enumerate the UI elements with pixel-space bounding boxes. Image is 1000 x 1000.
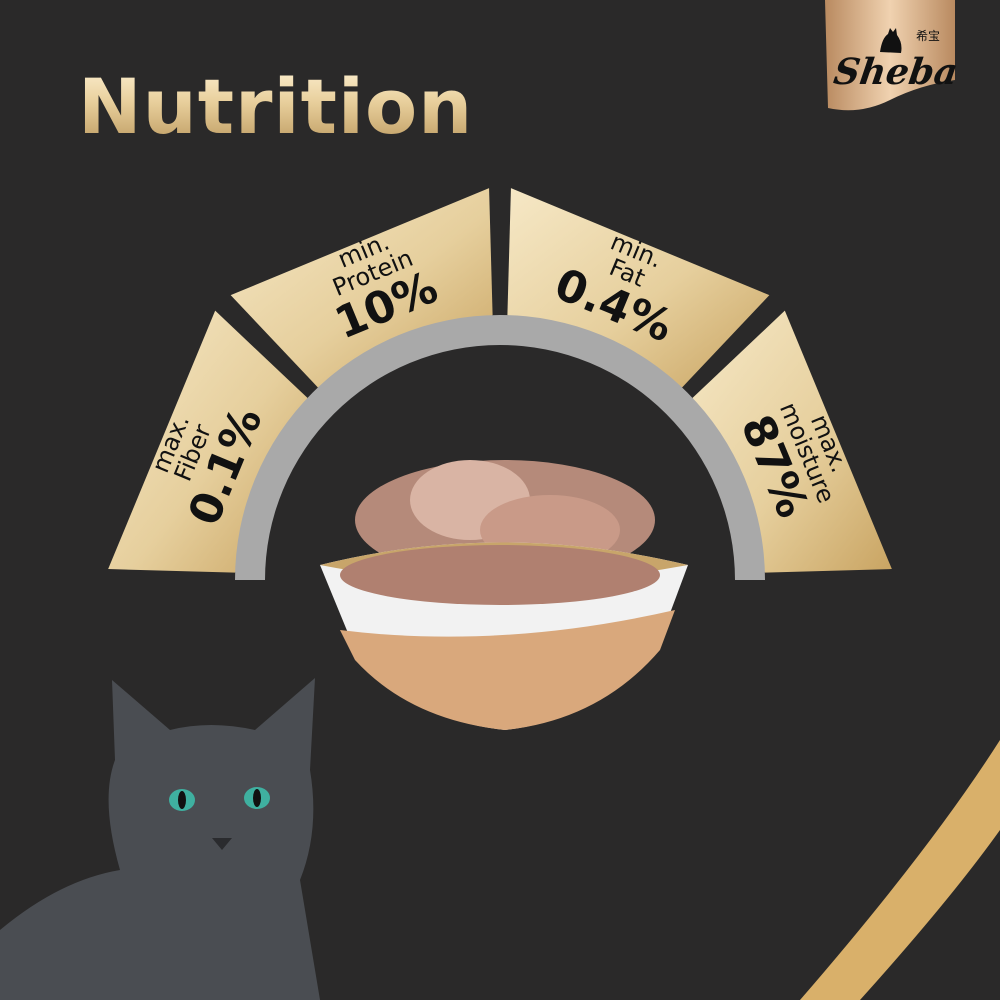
page-title: Nutrition <box>78 62 474 151</box>
gold-swoosh <box>800 740 1000 1000</box>
sheba-logo: Sheba 希宝 <box>820 0 961 120</box>
cat-image <box>0 678 320 1000</box>
gray-ring <box>235 315 765 580</box>
logo-subtext: 希宝 <box>916 29 941 43</box>
food-bowl-image <box>320 460 688 730</box>
logo-ribbon <box>825 0 955 111</box>
